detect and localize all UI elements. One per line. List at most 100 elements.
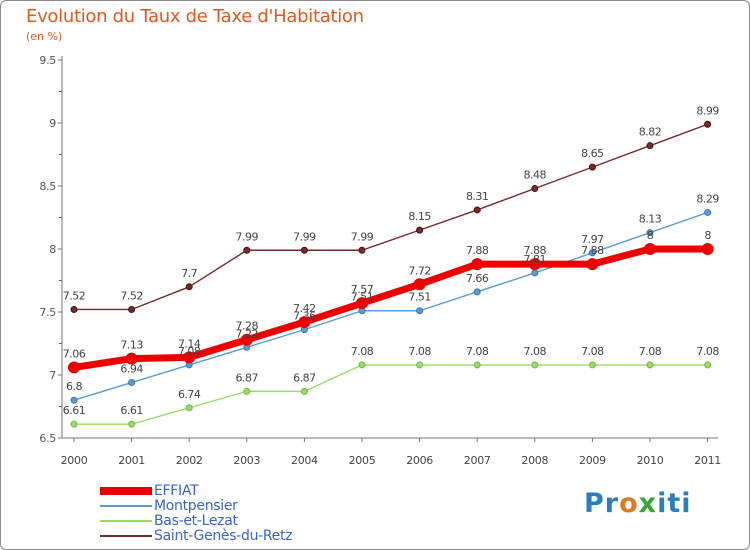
data-point [298,316,311,329]
data-label: 7.7 [181,267,197,280]
series-line-saint-gen-s-du-retz [73,123,709,311]
x-tick-label: 2001 [118,454,145,467]
data-point [185,404,193,412]
data-label: 7.72 [408,264,431,277]
data-label: 7.99 [236,230,259,243]
x-tick-label: 2003 [233,454,260,467]
data-label: 7.88 [466,244,489,257]
data-point [243,246,251,254]
data-point [128,305,136,313]
legend-swatch [100,535,152,537]
data-point [300,246,308,254]
data-label: 7.51 [351,291,374,304]
data-label: 7.36 [293,310,316,323]
data-point [644,243,656,255]
data-point [70,396,78,404]
data-point [413,278,426,291]
data-label: 7.08 [639,345,662,358]
data-point [358,246,366,254]
data-label: 6.87 [293,371,316,384]
legend-label: Saint-Genès-du-Retz [154,528,293,544]
data-point [704,208,712,216]
data-label: 7.13 [120,339,143,352]
legend-swatch [100,487,152,495]
data-point [646,142,654,150]
data-label: 7.06 [63,347,86,360]
y-tick-label: 9.5 [39,54,56,67]
data-label: 6.8 [66,380,82,393]
series-line-montpensier [73,211,709,401]
data-point [185,283,193,291]
data-label: 7.97 [581,233,604,246]
y-tick-label: 7 [49,369,56,382]
data-point [586,258,599,271]
data-label: 6.74 [178,388,201,401]
data-point [358,361,366,369]
legend-label: Bas-et-Lezat [154,513,238,529]
legend-swatch [100,505,152,507]
data-label: 7.52 [120,289,143,302]
legend-swatch [100,520,152,522]
y-tick-label: 8.5 [39,180,56,193]
data-label: 7.08 [351,345,374,358]
x-tick-label: 2011 [694,454,721,467]
data-label: 8.29 [696,192,719,205]
data-point [416,226,424,234]
data-label: 7.08 [524,345,547,358]
data-label: 7.08 [466,345,489,358]
data-label: 7.88 [581,244,604,257]
data-point [240,333,253,346]
data-point [528,258,541,271]
data-point [701,243,714,255]
data-point [531,361,539,369]
data-label: 6.94 [120,363,143,376]
data-label: 7.51 [408,291,431,304]
data-point [128,379,136,387]
data-point [473,288,481,296]
data-point [300,387,308,395]
data-label: 7.52 [63,289,86,302]
data-label: 7.42 [293,302,316,315]
data-point [70,420,78,428]
data-label: 7.28 [236,320,259,333]
y-tick-label: 6.5 [39,432,56,445]
data-label: 8.82 [639,126,662,139]
data-point [416,361,424,369]
data-point [646,361,654,369]
data-point [473,206,481,214]
data-label: 7.14 [178,337,201,350]
x-tick-label: 2006 [406,454,433,467]
data-point [531,185,539,193]
x-tick-label: 2002 [176,454,203,467]
x-tick-label: 2008 [521,454,548,467]
chart-title: Evolution du Taux de Taxe d'Habitation [26,6,364,27]
data-point [125,352,138,365]
x-tick-label: 2010 [637,454,664,467]
data-label: 7.08 [408,345,431,358]
data-label: 8.48 [524,169,547,182]
x-tick-label: 2005 [349,454,376,467]
legend-label: Montpensier [154,498,238,514]
proxiti-logo: Proxiti [584,488,692,519]
data-label: 8 [647,229,654,242]
data-label: 8 [704,229,711,242]
x-tick-label: 2000 [61,454,88,467]
data-point [646,229,654,237]
chart-subtitle: (en %) [26,30,63,43]
x-tick-label: 2007 [464,454,491,467]
data-point [704,120,712,128]
data-label: 6.61 [120,404,143,417]
data-point [588,361,596,369]
series-line-bas-et-lezat [73,364,709,425]
data-point [128,420,136,428]
x-tick-label: 2004 [291,454,318,467]
data-label: 8.15 [408,210,431,223]
data-label: 7.66 [466,272,489,285]
series-line-effiat [70,245,712,371]
data-point [356,297,368,310]
data-label: 7.08 [581,345,604,358]
data-label: 7.99 [293,230,316,243]
data-point [588,163,596,171]
data-label: 7.99 [351,230,374,243]
